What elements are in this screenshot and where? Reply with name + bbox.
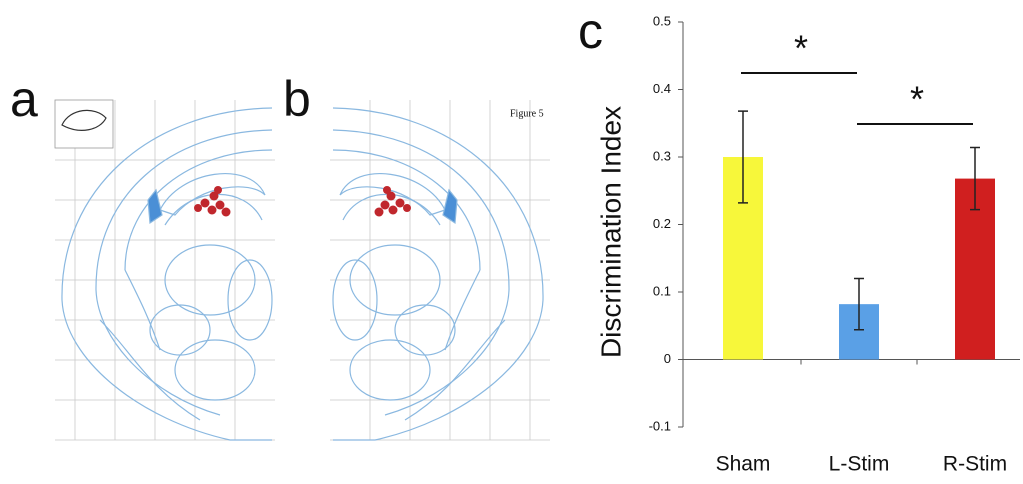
error-bar [738,110,748,204]
error-bar [970,146,980,211]
y-tick-label: 0.3 [653,148,671,163]
y-tick-label: 0.4 [653,81,671,96]
error-bar [854,277,864,331]
atlas-right [329,99,551,441]
y-tick-label: 0.1 [653,283,671,298]
atlas-inset [54,99,114,149]
x-tick-label: L-Stim [829,453,890,476]
y-axis-label: Discrimination Index [595,106,626,358]
x-tick-label: Sham [716,453,771,476]
atlas-caption: Figure 5 [510,108,544,119]
panel-label: b [283,71,311,127]
y-tick-label: 0 [664,351,671,366]
atlas-left [54,99,276,441]
significance-star: * [910,79,924,120]
x-tick-label: R-Stim [943,453,1007,476]
y-tick-label: 0.5 [653,13,671,28]
significance-star: * [794,28,808,69]
panel-label: c [578,3,603,59]
panel-label: a [10,71,38,127]
y-tick-label: -0.1 [649,418,671,433]
y-tick-label: 0.2 [653,216,671,231]
